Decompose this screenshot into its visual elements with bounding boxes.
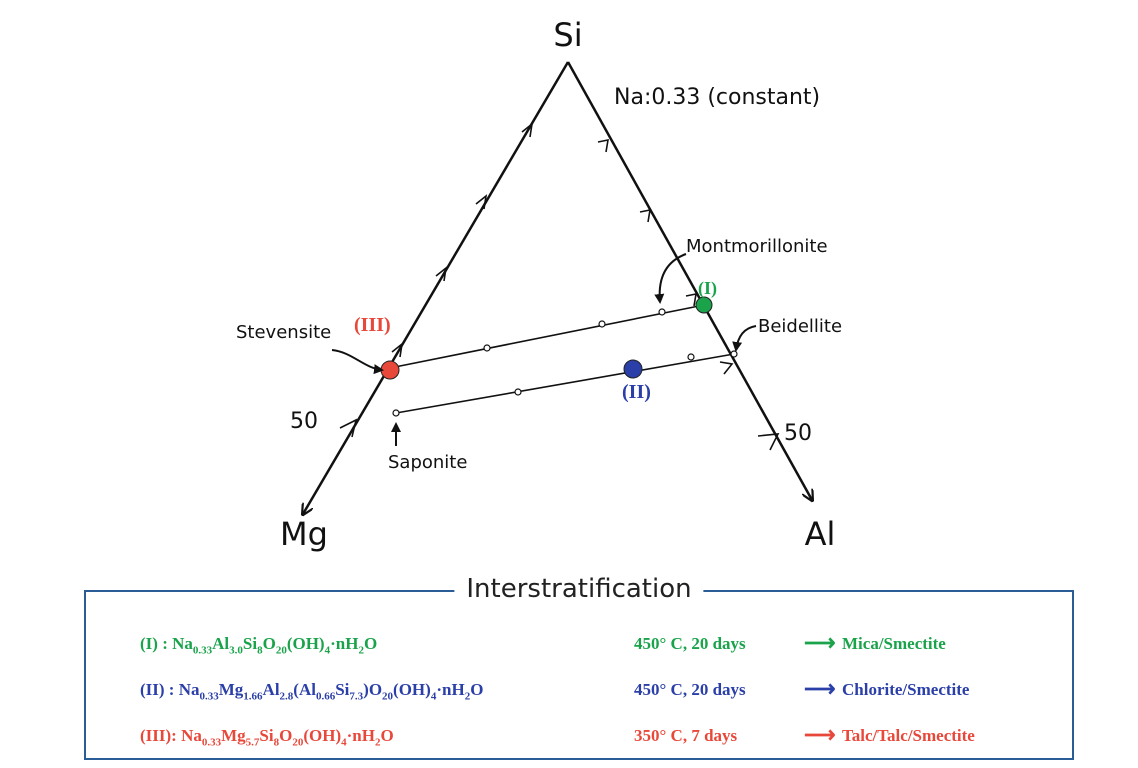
montmorillonite-pointer [654, 253, 687, 304]
stevensite-pointer [331, 349, 384, 375]
right-axis-ticks [597, 138, 780, 451]
point-iii-label: (III) [354, 314, 391, 336]
saponite-label: Saponite [388, 452, 467, 473]
tie-line-saponite-beidellite [395, 353, 735, 414]
axis-si-al [566, 61, 812, 500]
right-scale-label: 50 [784, 421, 812, 446]
vertex-si-label: Si [553, 16, 582, 54]
point-i-label: (I) [698, 278, 717, 299]
stevensite-label: Stevensite [236, 322, 331, 343]
legend-title: Interstratification [454, 574, 704, 604]
arrow-right-icon: ⟶ [804, 630, 836, 655]
condition-iii: 350° C, 7 days [634, 726, 738, 745]
arrow-right-icon: ⟶ [804, 722, 836, 747]
formula-ii: (II) : Na0.33Mg1.66Al2.8(Al0.66Si7.3)O20… [140, 680, 484, 703]
montmorillonite-label: Montmorillonite [686, 236, 828, 257]
left-axis-ticks [339, 122, 534, 438]
point-iii-marker [380, 360, 400, 380]
vertex-mg-label: Mg [280, 515, 328, 553]
beidellite-label: Beidellite [758, 316, 842, 337]
legend-row-i: (I) : Na0.33Al3.0Si8O20(OH)4·nH2O 450° C… [86, 630, 1072, 664]
point-ii-label: (II) [622, 381, 651, 403]
vertex-al-label: Al [805, 515, 836, 553]
formula-i: (I) : Na0.33Al3.0Si8O20(OH)4·nH2O [140, 634, 378, 657]
axis-si-mg [303, 61, 570, 514]
beidellite-pointer [732, 325, 757, 352]
legend-row-ii: (II) : Na0.33Mg1.66Al2.8(Al0.66Si7.3)O20… [86, 676, 1072, 710]
interstratification-legend: Interstratification (I) : Na0.33Al3.0Si8… [84, 574, 1074, 760]
arrow-right-icon: ⟶ [804, 676, 836, 701]
condition-ii: 450° C, 20 days [634, 680, 746, 699]
condition-i: 450° C, 20 days [634, 634, 746, 653]
product-iii: Talc/Talc/Smectite [842, 726, 975, 745]
tie-line-stevensite-montmorillonite [389, 304, 705, 369]
ternary-diagram: Si Mg Al Na:0.33 (constant) 50 50 Montmo… [236, 16, 842, 553]
left-scale-label: 50 [290, 409, 318, 434]
product-i: Mica/Smectite [842, 634, 946, 653]
legend-row-iii: (III): Na0.33Mg5.7Si8O20(OH)4·nH2O 350° … [86, 722, 1072, 756]
formula-iii: (III): Na0.33Mg5.7Si8O20(OH)4·nH2O [140, 726, 394, 749]
point-i-marker [695, 296, 713, 314]
tie-line-markers [392, 308, 738, 417]
point-ii-marker [623, 359, 643, 379]
na-constant-note: Na:0.33 (constant) [614, 85, 820, 110]
product-ii: Chlorite/Smectite [842, 680, 970, 699]
